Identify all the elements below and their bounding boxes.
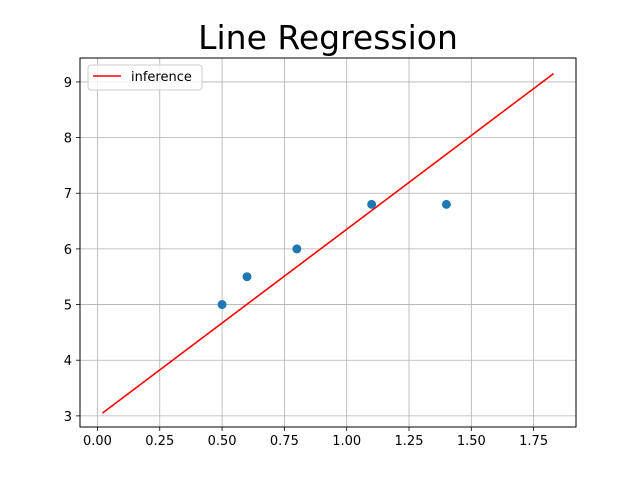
axis-ticks: 0.00 0.25 0.50 0.75 1.00 1.25 1.50 1.75 3 4 5 6 7 8 9 [64,76,548,449]
x-tick-label: 1.50 [457,434,486,449]
x-tick-label: 0.25 [145,434,174,449]
x-tick-label: 1.75 [519,434,548,449]
legend-box [87,64,203,91]
data-point [217,300,227,310]
y-tick-label: 7 [64,187,72,202]
data-point [367,199,377,209]
legend: inference [87,64,203,91]
y-tick-label: 9 [64,76,72,91]
legend-label: inference [131,70,192,85]
grid [80,58,576,427]
y-tick-label: 4 [64,354,72,369]
regression-line-layer [101,72,555,414]
data-point [292,244,302,254]
chart-title: Line Regression [198,18,458,57]
y-tick-label: 6 [64,243,72,258]
x-tick-label: 0.75 [270,434,299,449]
x-tick-label: 0.50 [208,434,237,449]
scatter-points-layer [217,199,451,310]
regression-line [101,72,555,414]
y-tick-label: 5 [64,299,72,314]
data-point [242,272,252,282]
data-point [441,199,451,209]
x-tick-label: 1.00 [332,434,361,449]
x-tick-label: 1.25 [395,434,424,449]
y-tick-label: 3 [64,410,72,425]
plot-frame [79,57,577,428]
y-tick-label: 8 [64,132,72,147]
x-tick-label: 0.00 [83,434,112,449]
